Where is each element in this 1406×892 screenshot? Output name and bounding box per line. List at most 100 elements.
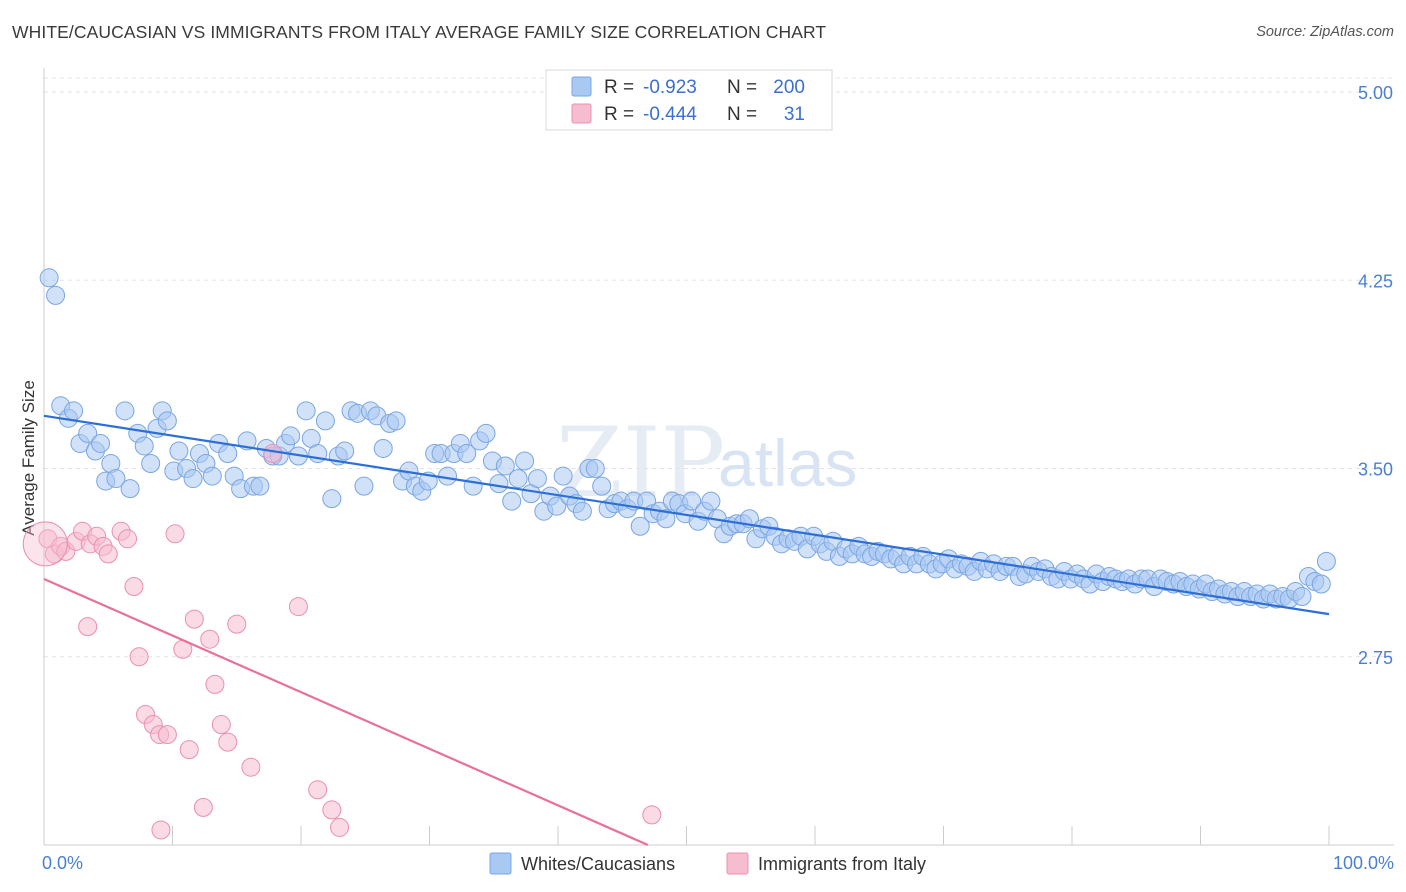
whites-point-65 xyxy=(457,443,477,463)
whites-point-26 xyxy=(202,466,222,486)
series-italy-points xyxy=(22,443,662,840)
italy-point-cluster xyxy=(22,521,68,567)
x-tick-label-max: 100.0% xyxy=(1333,853,1394,873)
whites-point-15 xyxy=(134,436,154,456)
whites-point-100 xyxy=(682,491,702,511)
whites-point-28 xyxy=(218,443,238,463)
whites-point-103 xyxy=(701,491,721,511)
x-tick-label-min: 0.0% xyxy=(42,853,83,873)
y-tick-label-0: 2.75 xyxy=(1358,648,1393,668)
italy-point-20 xyxy=(179,740,199,760)
italy-point-31 xyxy=(308,780,328,800)
italy-point-32 xyxy=(322,800,342,820)
axes xyxy=(43,68,1394,846)
italy-point-24 xyxy=(205,674,225,694)
whites-point-83 xyxy=(572,501,592,521)
whites-point-92 xyxy=(630,516,650,536)
bottom-legend: Whites/Caucasians Immigrants from Italy xyxy=(489,852,926,875)
bottom-legend-label-whites: Whites/Caucasians xyxy=(521,854,675,874)
italy-point-11 xyxy=(118,529,138,549)
legend-r-value-italy: -0.444 xyxy=(643,104,697,125)
legend-n-value-whites: 200 xyxy=(773,77,805,98)
y-tick-label-1: 3.50 xyxy=(1358,460,1393,480)
whites-point-49 xyxy=(354,476,374,496)
whites-point-70 xyxy=(489,474,509,494)
whites-point-11 xyxy=(106,469,126,489)
whites-point-66 xyxy=(463,476,483,496)
chart-title: WHITE/CAUCASIAN VS IMMIGRANTS FROM ITALY… xyxy=(12,22,827,42)
y-tick-labels: 2.75 3.50 4.25 5.00 xyxy=(1358,83,1393,668)
whites-point-76 xyxy=(527,469,547,489)
whites-point-199 xyxy=(1316,551,1336,571)
italy-point-12 xyxy=(124,576,144,596)
legend-r-value-whites: -0.923 xyxy=(643,77,697,98)
whites-point-43 xyxy=(315,411,335,431)
trend-line-italy xyxy=(43,577,649,847)
bottom-legend-label-italy: Immigrants from Italy xyxy=(758,854,926,874)
italy-point-33 xyxy=(330,817,350,837)
legend-swatch-whites xyxy=(571,76,592,97)
gridlines xyxy=(44,77,1394,658)
legend-n-label-italy: N = xyxy=(727,104,757,125)
whites-point-72 xyxy=(502,491,522,511)
italy-point-21 xyxy=(184,609,204,629)
bottom-legend-swatch-italy xyxy=(726,852,749,875)
y-axis-label: Average Family Size xyxy=(19,380,38,536)
whites-point-12 xyxy=(115,401,135,421)
legend-r-label-italy: R = xyxy=(604,104,634,125)
whites-point-21 xyxy=(169,441,189,461)
italy-point-9 xyxy=(98,544,118,564)
whites-point-1 xyxy=(46,285,66,305)
whites-point-54 xyxy=(386,411,406,431)
legend-r-label-whites: R = xyxy=(604,77,634,98)
whites-point-16 xyxy=(141,454,161,474)
whites-point-71 xyxy=(495,456,515,476)
legend-swatch-italy xyxy=(571,103,592,124)
italy-point-23 xyxy=(200,629,220,649)
italy-point-25 xyxy=(211,715,231,735)
whites-point-40 xyxy=(296,401,316,421)
whites-point-52 xyxy=(373,438,393,458)
series-whites-points xyxy=(39,268,1336,609)
whites-point-86 xyxy=(592,476,612,496)
whites-point-23 xyxy=(183,469,203,489)
y-tick-label-3: 5.00 xyxy=(1358,83,1393,103)
italy-point-27 xyxy=(227,614,247,634)
italy-point-29 xyxy=(263,443,283,463)
whites-point-195 xyxy=(1292,587,1312,607)
whites-point-80 xyxy=(553,466,573,486)
whites-point-38 xyxy=(281,426,301,446)
whites-point-13 xyxy=(120,479,140,499)
italy-point-17 xyxy=(157,725,177,745)
whites-point-19 xyxy=(157,411,177,431)
whites-point-74 xyxy=(515,451,535,471)
whites-point-46 xyxy=(335,441,355,461)
legend-box xyxy=(545,69,833,131)
italy-point-36 xyxy=(78,617,98,637)
whites-point-4 xyxy=(64,401,84,421)
whites-point-198 xyxy=(1311,574,1331,594)
whites-point-85 xyxy=(585,459,605,479)
italy-point-28 xyxy=(241,757,261,777)
whites-point-73 xyxy=(508,469,528,489)
trend-lines xyxy=(43,414,1330,847)
whites-point-33 xyxy=(250,476,270,496)
whites-point-44 xyxy=(322,489,342,509)
trend-line-whites xyxy=(43,414,1330,616)
whites-point-96 xyxy=(656,509,676,529)
italy-point-26 xyxy=(218,732,238,752)
whites-point-68 xyxy=(476,423,496,443)
italy-point-13 xyxy=(129,647,149,667)
y-tick-label-2: 4.25 xyxy=(1358,271,1393,291)
source-credit: Source: ZipAtlas.com xyxy=(1256,24,1394,40)
watermark-atlas: atlas xyxy=(718,426,857,500)
italy-point-22 xyxy=(193,797,213,817)
legend-n-value-italy: 31 xyxy=(784,104,805,125)
whites-point-0 xyxy=(39,268,59,288)
italy-point-35 xyxy=(151,820,171,840)
whites-point-79 xyxy=(547,496,567,516)
italy-point-34 xyxy=(642,805,662,825)
whites-point-6 xyxy=(78,423,98,443)
bottom-legend-swatch-whites xyxy=(489,852,512,875)
